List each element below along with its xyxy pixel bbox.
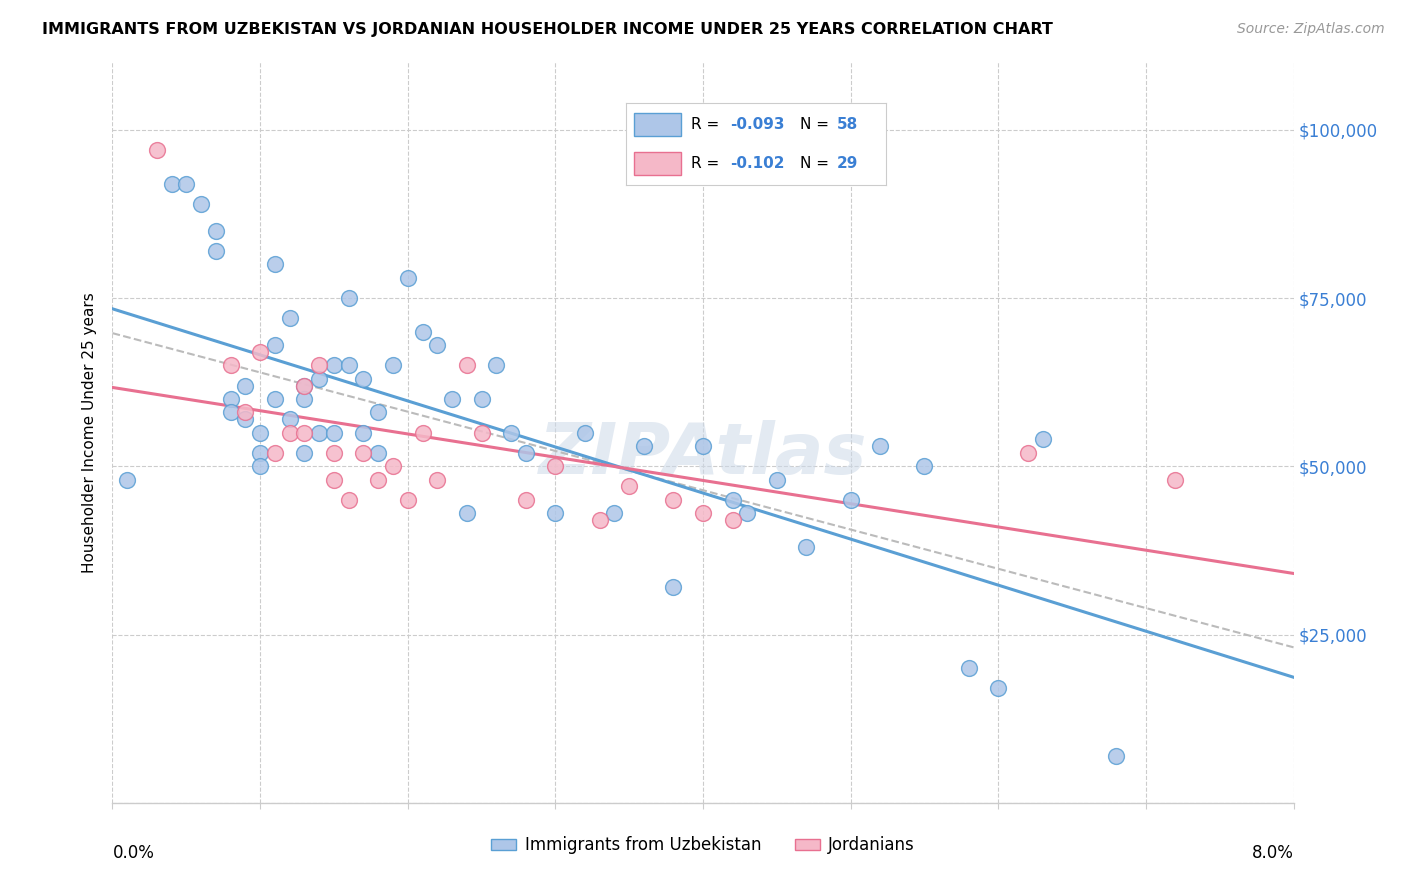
Point <box>292 446 315 460</box>
Point <box>190 196 212 211</box>
Point <box>456 359 478 373</box>
Point <box>205 224 228 238</box>
Text: Source: ZipAtlas.com: Source: ZipAtlas.com <box>1237 22 1385 37</box>
Point <box>264 338 287 352</box>
Point <box>914 459 936 474</box>
Point <box>249 459 271 474</box>
Point <box>367 446 389 460</box>
Point <box>1164 473 1187 487</box>
Point <box>426 473 449 487</box>
Point <box>233 412 256 426</box>
Point <box>323 473 346 487</box>
Point <box>485 359 508 373</box>
Point <box>249 344 271 359</box>
Point <box>692 507 714 521</box>
Point <box>721 492 744 507</box>
Point <box>839 492 862 507</box>
Point <box>337 492 360 507</box>
Point <box>662 581 685 595</box>
Point <box>603 507 626 521</box>
Point <box>117 473 138 487</box>
Point <box>515 492 537 507</box>
Point <box>352 425 374 440</box>
Point <box>1105 748 1128 763</box>
Text: ZIPAtlas: ZIPAtlas <box>538 420 868 490</box>
Text: 0.0%: 0.0% <box>112 844 155 862</box>
Point <box>205 244 228 258</box>
Point <box>1017 446 1039 460</box>
Point <box>323 425 346 440</box>
Point <box>264 446 287 460</box>
Point <box>308 359 330 373</box>
Point <box>957 661 980 675</box>
Point <box>456 507 478 521</box>
Point <box>412 425 434 440</box>
Point <box>219 405 242 419</box>
Point <box>367 405 389 419</box>
Point <box>382 359 405 373</box>
Point <box>987 681 1010 696</box>
Point <box>292 378 315 392</box>
Text: IMMIGRANTS FROM UZBEKISTAN VS JORDANIAN HOUSEHOLDER INCOME UNDER 25 YEARS CORREL: IMMIGRANTS FROM UZBEKISTAN VS JORDANIAN … <box>42 22 1053 37</box>
Point <box>278 311 301 326</box>
Point <box>160 177 183 191</box>
Point <box>588 513 610 527</box>
Point <box>367 473 389 487</box>
Point <box>174 177 197 191</box>
Point <box>382 459 405 474</box>
Point <box>308 425 330 440</box>
Point <box>337 359 360 373</box>
Point <box>323 446 346 460</box>
Point <box>412 325 434 339</box>
Point <box>308 372 330 386</box>
Point <box>796 540 818 554</box>
Point <box>219 392 242 406</box>
Point <box>146 143 169 157</box>
Point <box>278 425 301 440</box>
Point <box>352 446 374 460</box>
Point <box>396 492 419 507</box>
Point <box>471 392 494 406</box>
Point <box>264 392 287 406</box>
Point <box>249 446 271 460</box>
Point <box>264 257 287 271</box>
Point <box>396 270 419 285</box>
Y-axis label: Householder Income Under 25 years: Householder Income Under 25 years <box>82 293 97 573</box>
Point <box>352 372 374 386</box>
Point <box>292 378 315 392</box>
Point <box>233 405 256 419</box>
Point <box>249 425 271 440</box>
Point <box>869 439 891 453</box>
Legend: Immigrants from Uzbekistan, Jordanians: Immigrants from Uzbekistan, Jordanians <box>485 830 921 861</box>
Point <box>426 338 449 352</box>
Point <box>737 507 759 521</box>
Point <box>765 473 787 487</box>
Point <box>721 513 744 527</box>
Point <box>662 492 685 507</box>
Point <box>1032 433 1054 447</box>
Point <box>219 359 242 373</box>
Point <box>278 412 301 426</box>
Point <box>441 392 464 406</box>
Point <box>337 291 360 305</box>
Text: 8.0%: 8.0% <box>1251 844 1294 862</box>
Point <box>515 446 537 460</box>
Point <box>544 507 567 521</box>
Point <box>633 439 655 453</box>
Point <box>233 378 256 392</box>
Point <box>471 425 494 440</box>
Point <box>692 439 714 453</box>
Point <box>292 425 315 440</box>
Point <box>544 459 567 474</box>
Point <box>619 479 641 493</box>
Point <box>292 392 315 406</box>
Point <box>501 425 523 440</box>
Point <box>574 425 596 440</box>
Point <box>323 359 346 373</box>
